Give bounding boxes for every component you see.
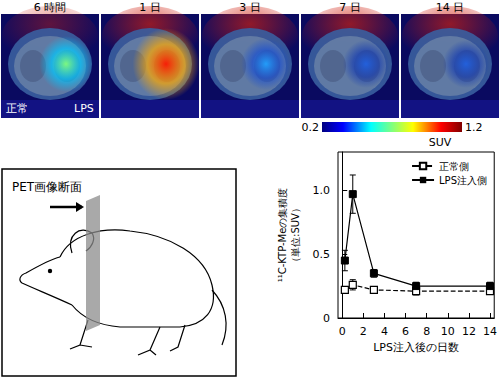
- svg-text:0: 0: [323, 312, 330, 325]
- svg-text:10: 10: [441, 325, 455, 338]
- svg-text:正常: 正常: [6, 102, 28, 115]
- svg-text:（単位:SUV）: （単位:SUV）: [290, 203, 301, 267]
- svg-text:LPS注入後の日数: LPS注入後の日数: [373, 341, 459, 354]
- svg-text:¹¹C-KTP-Meの集積度: ¹¹C-KTP-Meの集積度: [277, 188, 288, 283]
- svg-text:14: 14: [483, 325, 497, 338]
- svg-text:8: 8: [423, 325, 430, 338]
- svg-text:0.2: 0.2: [302, 121, 320, 134]
- svg-text:LPS: LPS: [74, 102, 94, 115]
- svg-text:PET画像断面: PET画像断面: [12, 180, 82, 194]
- svg-text:14 日: 14 日: [436, 1, 465, 14]
- svg-text:6: 6: [402, 325, 409, 338]
- svg-text:LPS注入側: LPS注入側: [439, 175, 487, 186]
- svg-text:SUV: SUV: [429, 136, 452, 149]
- svg-text:1.2: 1.2: [465, 121, 483, 134]
- svg-text:1.0: 1.0: [313, 184, 331, 197]
- svg-text:正常側: 正常側: [439, 161, 469, 172]
- svg-text:0.5: 0.5: [313, 248, 331, 261]
- svg-text:7 日: 7 日: [339, 1, 361, 14]
- svg-text:3 日: 3 日: [239, 1, 261, 14]
- svg-text:6 時間: 6 時間: [34, 1, 67, 14]
- svg-text:1 日: 1 日: [139, 1, 161, 14]
- svg-text:4: 4: [381, 325, 388, 338]
- svg-text:12: 12: [462, 325, 476, 338]
- svg-text:0: 0: [339, 325, 346, 338]
- svg-text:2: 2: [360, 325, 367, 338]
